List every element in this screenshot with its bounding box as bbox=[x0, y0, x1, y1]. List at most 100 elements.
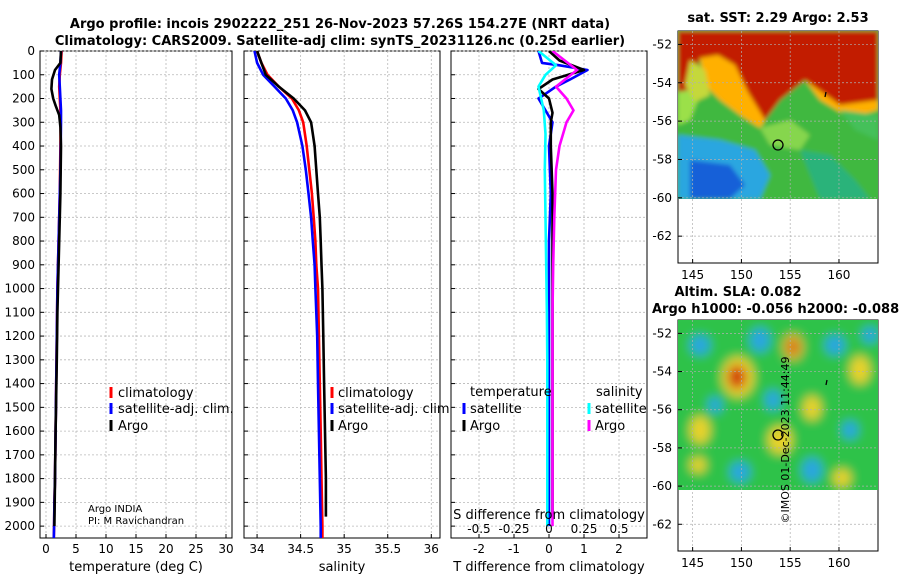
xtick-label: 15 bbox=[128, 542, 143, 556]
xtick-label: 0 bbox=[545, 542, 553, 556]
depth-tick-label: 1200 bbox=[4, 329, 35, 343]
map-lat-label: -58 bbox=[652, 441, 672, 455]
map-lon-label: 155 bbox=[779, 268, 802, 282]
xtick-label: 20 bbox=[158, 542, 173, 556]
info-pi: PI: M Ravichandran bbox=[88, 516, 184, 527]
legend-argo-label-2: Argo bbox=[338, 419, 368, 434]
map-lat-label: -60 bbox=[652, 479, 672, 493]
series-line-s-argo bbox=[551, 51, 579, 527]
sst-argo-position-marker bbox=[772, 139, 784, 151]
map-lon-label: 150 bbox=[730, 556, 753, 570]
xtick-label: 25 bbox=[188, 542, 203, 556]
legend-argo-label: Argo bbox=[118, 419, 148, 434]
depth-tick-label: 1900 bbox=[4, 495, 35, 509]
difference-xlabel: T difference from climatology bbox=[452, 560, 645, 575]
sla-map-title: Altim. SLA: 0.082 bbox=[675, 285, 802, 300]
xtick-label: 5 bbox=[72, 542, 80, 556]
sla-argo-position-marker bbox=[772, 429, 784, 441]
depth-tick-label: 1700 bbox=[4, 448, 35, 462]
depth-tick-label: 2000 bbox=[4, 519, 35, 533]
map-lon-label: 145 bbox=[681, 556, 704, 570]
salinity-xlabel: salinity bbox=[319, 560, 366, 575]
temperature-panel: 0 5 10 15 20 25 30 temperature (deg C) 0 100 200… bbox=[4, 44, 233, 575]
legend-temperature-header: temperature bbox=[470, 385, 552, 400]
temperature-legend: climatology satellite-adj. clim. Argo bbox=[109, 386, 234, 434]
map-lat-label: -56 bbox=[652, 403, 672, 417]
s-diff-tick-label: 0.25 bbox=[571, 522, 598, 536]
xtick-label: 34.5 bbox=[287, 542, 314, 556]
imos-credit: ©IMOS 01-Dec-2023 11:44:49 bbox=[779, 357, 792, 524]
depth-tick-label: 900 bbox=[12, 258, 35, 272]
map-lat-label: -52 bbox=[652, 37, 672, 51]
map-lat-label: -54 bbox=[652, 365, 672, 379]
depth-tick-label: 600 bbox=[12, 187, 35, 201]
depth-tick-label: 1600 bbox=[4, 424, 35, 438]
legend-climatology-label: climatology bbox=[118, 386, 194, 401]
temperature-xlabel: temperature (deg C) bbox=[69, 560, 203, 575]
sst-field bbox=[678, 31, 878, 199]
figure-title-line2: Climatology: CARS2009. Satellite-adj cli… bbox=[55, 34, 625, 49]
depth-tick-label: 300 bbox=[12, 115, 35, 129]
sla-field bbox=[678, 320, 878, 490]
sst-argo-track bbox=[824, 91, 827, 98]
figure-title-line1: Argo profile: incois 2902222_251 26-Nov-… bbox=[70, 17, 610, 32]
depth-tick-label: 500 bbox=[12, 163, 35, 177]
depth-tick-label: 800 bbox=[12, 234, 35, 248]
sla-map-panel: Altim. SLA: 0.082 Argo h1000: -0.056 h20… bbox=[652, 285, 899, 570]
xtick-label: 36 bbox=[424, 542, 439, 556]
sst-map-panel: sat. SST: 2.29 Argo: 2.53 -52 -54 -56 -58 -6… bbox=[652, 11, 879, 282]
s-diff-tick-label: -0.25 bbox=[498, 522, 529, 536]
series-line-satellite-adj--clim- bbox=[253, 51, 323, 538]
xtick-label: 30 bbox=[218, 542, 233, 556]
map-lat-label: -62 bbox=[652, 517, 672, 531]
legend-s-satellite-label: satellite bbox=[595, 402, 647, 417]
depth-tick-label: 1000 bbox=[4, 282, 35, 296]
map-lon-label: 155 bbox=[779, 556, 802, 570]
sst-map-title: sat. SST: 2.29 Argo: 2.53 bbox=[687, 11, 868, 26]
legend-satellite-label-2: satellite-adj. clim. bbox=[338, 402, 454, 417]
xtick-label: -2 bbox=[473, 542, 485, 556]
depth-tick-label: 1500 bbox=[4, 400, 35, 414]
depth-tick-label: 1400 bbox=[4, 377, 35, 391]
map-lon-label: 160 bbox=[828, 268, 851, 282]
difference-top-xlabel: S difference from climatology bbox=[453, 508, 645, 523]
series-line-argo bbox=[50, 51, 63, 527]
depth-tick-label: 0 bbox=[27, 44, 35, 58]
salinity-panel: 34 34.5 35 35.5 36 salinity climatology sate… bbox=[243, 50, 454, 575]
depth-tick-label: 1800 bbox=[4, 472, 35, 486]
map-lat-label: -62 bbox=[652, 229, 672, 243]
sla-argo-track bbox=[825, 379, 828, 386]
map-lat-label: -60 bbox=[652, 191, 672, 205]
xtick-label: 2 bbox=[615, 542, 623, 556]
map-lon-label: 160 bbox=[828, 556, 851, 570]
depth-tick-label: 400 bbox=[12, 139, 35, 153]
map-lat-label: -58 bbox=[652, 152, 672, 166]
legend-s-argo-label: Argo bbox=[595, 419, 625, 434]
legend-t-argo-label: Argo bbox=[470, 419, 500, 434]
map-lon-label: 150 bbox=[730, 268, 753, 282]
legend-satellite-label: satellite-adj. clim. bbox=[118, 402, 234, 417]
s-diff-tick-label: 0.5 bbox=[609, 522, 628, 536]
info-float-owner: Argo INDIA bbox=[88, 504, 143, 515]
xtick-label: 1 bbox=[580, 542, 588, 556]
map-lon-label: 145 bbox=[681, 268, 704, 282]
difference-legend: temperature salinity satellite Argo sate… bbox=[462, 385, 647, 434]
salinity-axes-frame bbox=[243, 50, 441, 539]
s-diff-tick-label: 0 bbox=[545, 522, 553, 536]
xtick-label: 35.5 bbox=[374, 542, 401, 556]
map-lat-label: -56 bbox=[652, 114, 672, 128]
xtick-label: 10 bbox=[98, 542, 113, 556]
depth-tick-label: 1100 bbox=[4, 305, 35, 319]
xtick-label: 0 bbox=[42, 542, 50, 556]
xtick-label: 34 bbox=[249, 542, 264, 556]
depth-tick-label: 100 bbox=[12, 68, 35, 82]
legend-salinity-header: salinity bbox=[596, 385, 643, 400]
xtick-label: -1 bbox=[508, 542, 520, 556]
depth-tick-label: 1300 bbox=[4, 353, 35, 367]
difference-panel: -2 -1 0 1 2 T difference from climatology S … bbox=[450, 50, 648, 575]
series-line-argo bbox=[255, 51, 328, 517]
salinity-legend: climatology satellite-adj. clim. Argo bbox=[330, 386, 454, 434]
s-diff-tick-label: -0.5 bbox=[467, 522, 490, 536]
depth-tick-label: 200 bbox=[12, 92, 35, 106]
